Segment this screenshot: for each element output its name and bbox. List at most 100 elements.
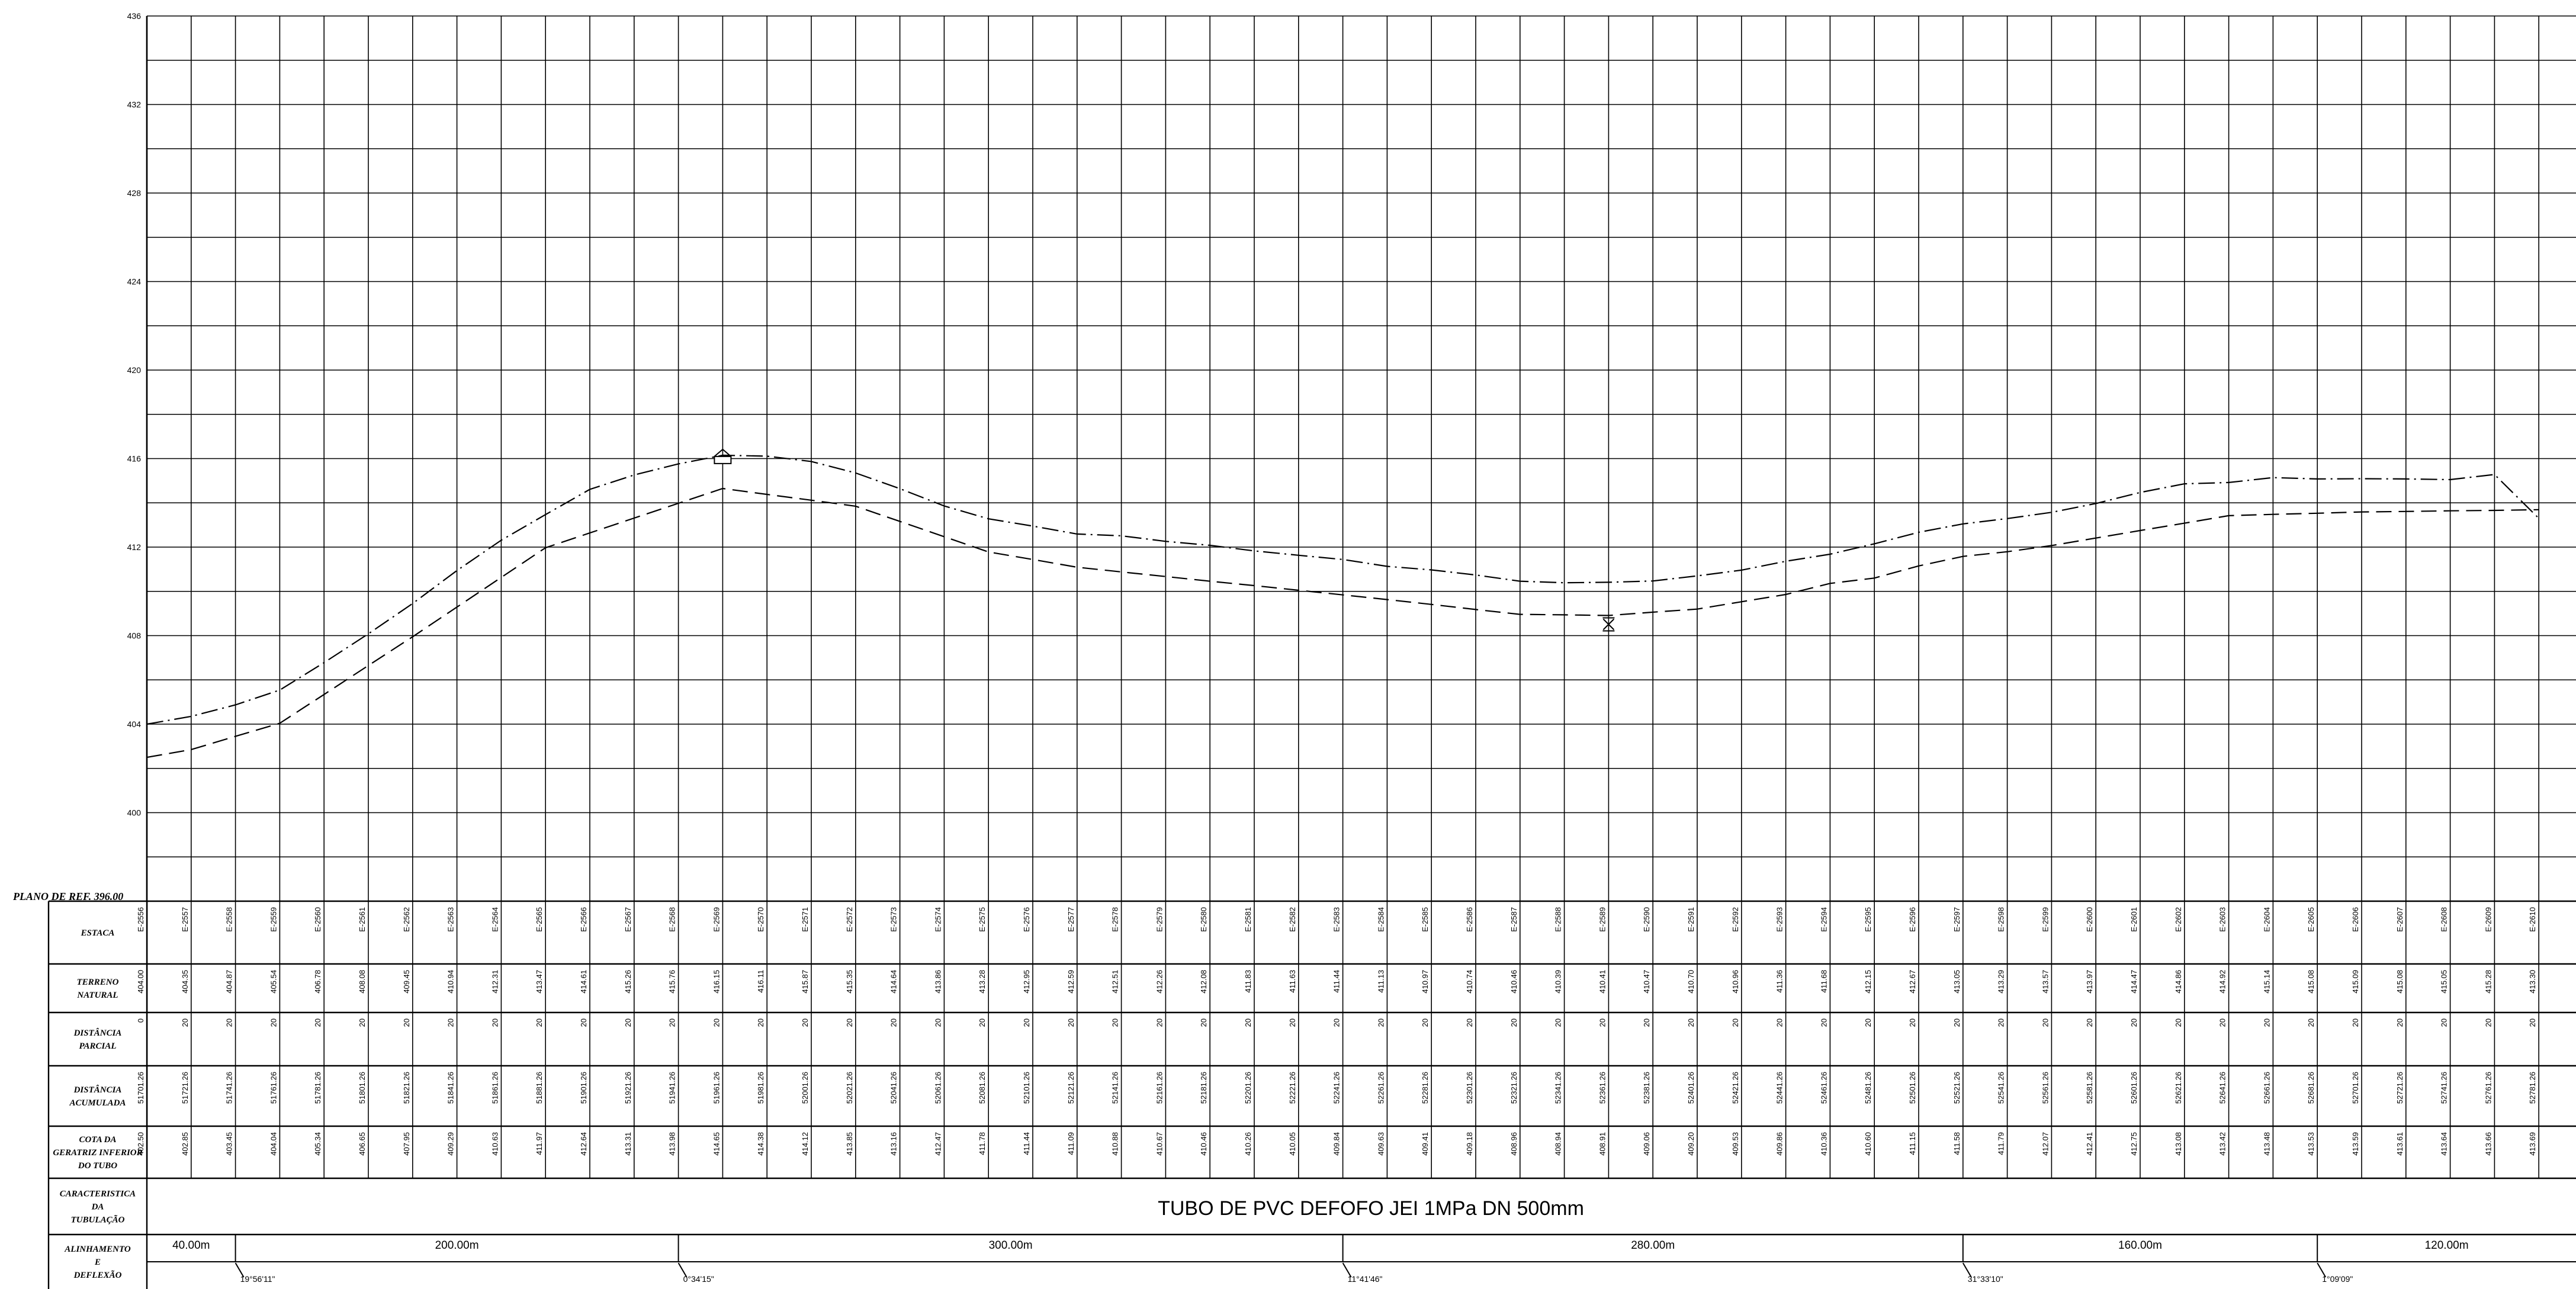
table-cell-parcial: 20: [845, 1018, 854, 1027]
table-cell-estaca: E-2591: [1687, 907, 1695, 932]
row-label-terreno: NATURAL: [76, 991, 118, 1000]
table-cell-estaca: E-2565: [535, 907, 544, 932]
row-label-terreno: TERRENO: [77, 978, 119, 987]
table-cell-acumulada: 52781.26: [2528, 1072, 2537, 1104]
table-cell-terreno: 410.41: [1598, 970, 1607, 994]
table-cell-cota: 410.60: [1864, 1132, 1872, 1156]
table-cell-parcial: 20: [181, 1018, 189, 1027]
table-cell-parcial: 20: [1288, 1018, 1297, 1027]
table-cell-estaca: E-2582: [1288, 907, 1297, 932]
table-cell-acumulada: 52541.26: [1997, 1072, 2006, 1104]
table-cell-terreno: 413.97: [2085, 970, 2094, 994]
table-cell-parcial: 20: [2218, 1018, 2227, 1027]
table-cell-cota: 403.45: [225, 1132, 234, 1156]
table-cell-terreno: 415.14: [2262, 970, 2271, 994]
table-cell-estaca: E-2604: [2262, 907, 2271, 932]
deflection-angle-label: 1°09'09": [2322, 1274, 2353, 1284]
table-cell-cota: 414.12: [801, 1132, 810, 1156]
table-cell-parcial: 20: [225, 1018, 234, 1027]
row-label-alinhamento: E: [94, 1258, 101, 1267]
table-cell-parcial: 20: [1554, 1018, 1563, 1027]
table-cell-parcial: 20: [1731, 1018, 1740, 1027]
alignment-length-label: 160.00m: [2118, 1239, 2162, 1252]
table-cell-cota: 413.16: [889, 1132, 898, 1156]
elevation-tick-label: 428: [127, 188, 142, 198]
table-cell-cota: 409.06: [1642, 1132, 1651, 1156]
row-label-alinhamento: ALINHAMENTO: [64, 1245, 131, 1254]
table-cell-estaca: E-2562: [402, 907, 411, 932]
table-cell-terreno: 413.47: [535, 970, 544, 994]
table-cell-terreno: 413.28: [978, 970, 987, 994]
table-cell-estaca: E-2589: [1598, 907, 1607, 932]
table-cell-parcial: 20: [1687, 1018, 1695, 1027]
table-cell-cota: 409.84: [1332, 1132, 1341, 1156]
table-cell-estaca: E-2573: [889, 907, 898, 932]
deflection-tick: [1962, 1262, 1972, 1278]
table-cell-acumulada: 52661.26: [2262, 1072, 2271, 1104]
table-cell-acumulada: 51761.26: [269, 1072, 278, 1104]
table-cell-acumulada: 52121.26: [1067, 1072, 1075, 1104]
table-cell-terreno: 414.61: [579, 970, 588, 994]
profile-grid: [146, 15, 2576, 1289]
row-label-cota: GERATRIZ INFERIOR: [53, 1148, 142, 1158]
row-label-parcial: DISTÂNCIA: [73, 1028, 122, 1038]
table-cell-estaca: E-2561: [358, 907, 367, 932]
table-cell-cota: 408.96: [1509, 1132, 1518, 1156]
table-cell-terreno: 412.15: [1864, 970, 1872, 994]
table-cell-terreno: 410.70: [1687, 970, 1695, 994]
table-cell-terreno: 411.63: [1288, 970, 1297, 993]
row-label-carac: CARACTERISTICA: [60, 1190, 136, 1199]
table-cell-cota: 410.36: [1819, 1132, 1828, 1156]
table-cell-parcial: 20: [1997, 1018, 2006, 1027]
elevation-tick-label: 436: [127, 11, 142, 21]
table-cell-parcial: 20: [1376, 1018, 1385, 1027]
pipe-characteristic-text: TUBO DE PVC DEFOFO JEI 1MPa DN 500mm: [1158, 1197, 1584, 1220]
table-cell-acumulada: 52741.26: [2440, 1072, 2449, 1104]
table-cell-parcial: 20: [1332, 1018, 1341, 1027]
table-cell-estaca: E-2579: [1155, 907, 1164, 932]
table-cell-parcial: 20: [801, 1018, 810, 1027]
table-cell-cota: 411.15: [1908, 1132, 1917, 1155]
table-cell-parcial: 20: [2174, 1018, 2183, 1027]
alignment-length-label: 300.00m: [989, 1239, 1033, 1252]
table-cell-estaca: E-2580: [1199, 907, 1208, 932]
table-cell-terreno: 414.47: [2129, 970, 2138, 994]
table-cell-acumulada: 52281.26: [1421, 1072, 1430, 1104]
table-cell-acumulada: 52361.26: [1598, 1072, 1607, 1104]
table-cell-cota: 413.59: [2351, 1132, 2360, 1156]
table-cell-parcial: 20: [2484, 1018, 2493, 1027]
table-cell-cota: 413.53: [2307, 1132, 2315, 1156]
table-cell-parcial: 20: [1775, 1018, 1784, 1027]
reference-plane-label: PLANO DE REF. 396.00: [12, 891, 123, 902]
table-cell-acumulada: 52681.26: [2307, 1072, 2315, 1104]
table-cell-cota: 408.91: [1598, 1132, 1607, 1156]
elevation-tick-label: 432: [127, 100, 142, 110]
table-cell-parcial: 20: [1111, 1018, 1120, 1027]
table-cell-cota: 408.94: [1554, 1132, 1563, 1156]
table-cell-parcial: 20: [1421, 1018, 1430, 1027]
table-cell-parcial: 20: [2307, 1018, 2315, 1027]
table-cell-acumulada: 52521.26: [1952, 1072, 1961, 1104]
table-cell-estaca: E-2574: [933, 907, 942, 932]
table-cell-cota: 410.26: [1244, 1132, 1252, 1156]
table-cell-acumulada: 51941.26: [668, 1072, 677, 1104]
table-cell-estaca: E-2593: [1775, 907, 1784, 932]
table-cell-acumulada: 52241.26: [1332, 1072, 1341, 1104]
table-cell-estaca: E-2563: [447, 907, 455, 932]
deflection-tick: [2317, 1262, 2327, 1278]
table-cell-acumulada: 51921.26: [624, 1072, 632, 1104]
table-cell-terreno: 415.05: [2440, 970, 2449, 994]
table-cell-estaca: E-2599: [2041, 907, 2050, 932]
table-cell-terreno: 410.97: [1421, 970, 1430, 994]
table-cell-cota: 409.41: [1421, 1132, 1430, 1156]
table-cell-parcial: 20: [535, 1018, 544, 1027]
table-cell-cota: 413.08: [2174, 1132, 2183, 1156]
table-cell-cota: 414.38: [756, 1132, 765, 1156]
deflection-tick: [677, 1262, 688, 1278]
table-cell-cota: 413.61: [2395, 1132, 2404, 1156]
table-cell-parcial: 20: [579, 1018, 588, 1027]
deflection-angle-label: 0°34'15": [683, 1274, 714, 1284]
table-cell-parcial: 20: [2085, 1018, 2094, 1027]
table-cell-acumulada: 52461.26: [1819, 1072, 1828, 1104]
